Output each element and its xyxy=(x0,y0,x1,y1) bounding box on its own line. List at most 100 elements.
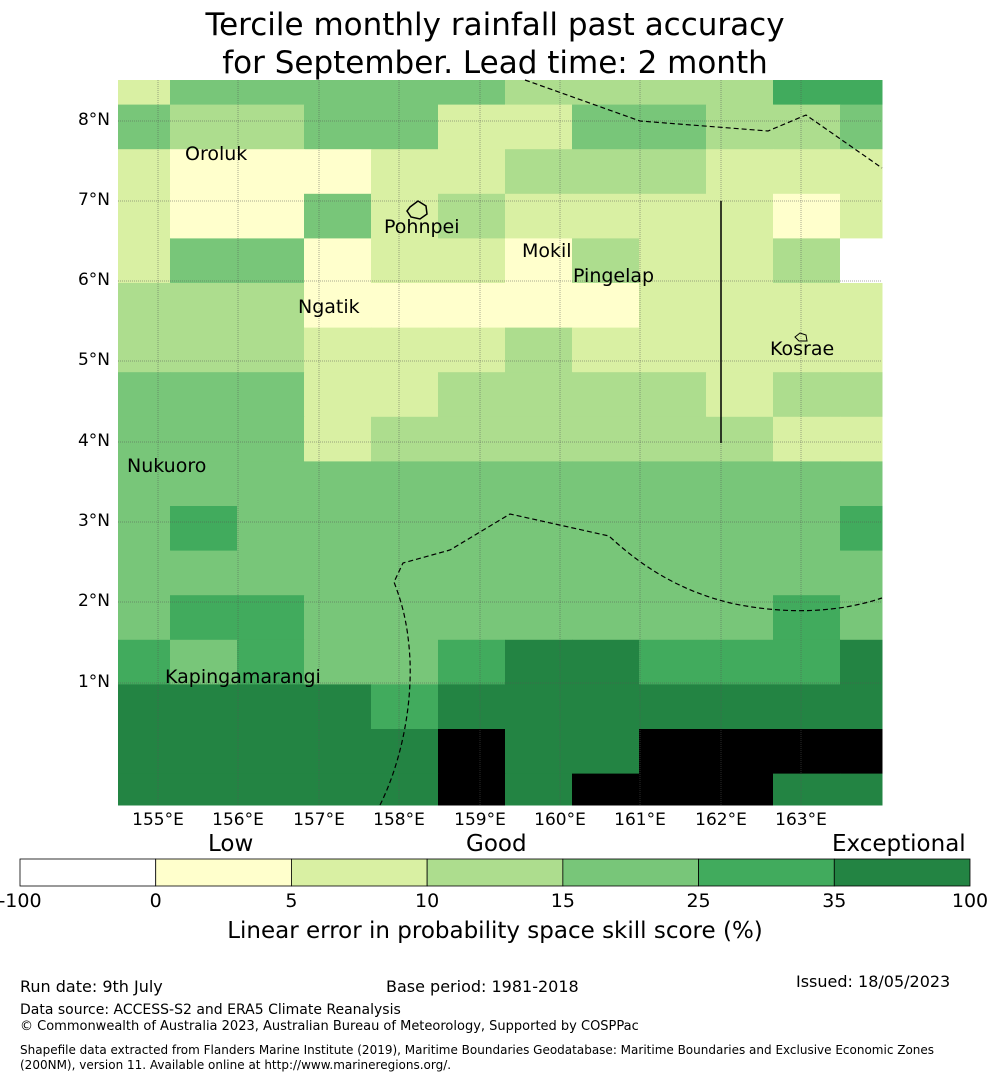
place-label-oroluk: Oroluk xyxy=(185,143,248,165)
skill-cell xyxy=(118,773,171,806)
skill-cell xyxy=(639,104,707,150)
longitude-tick-label: 156°E xyxy=(212,810,264,830)
skill-cell xyxy=(304,283,372,329)
skill-cell xyxy=(118,80,171,106)
skill-cell xyxy=(773,729,841,775)
latitude-tick-label: 7°N xyxy=(77,190,110,210)
skill-cell xyxy=(639,461,707,507)
skill-cell xyxy=(706,327,774,373)
skill-cell xyxy=(304,639,372,685)
latitude-tick-label: 5°N xyxy=(77,350,110,370)
longitude-tick-label: 161°E xyxy=(614,810,666,830)
skill-cell xyxy=(304,327,372,373)
copyright-notice: © Commonwealth of Australia 2023, Austra… xyxy=(20,1019,639,1034)
skill-cell xyxy=(371,149,439,195)
colorbar-tick-label: 5 xyxy=(285,890,298,912)
skill-cell xyxy=(505,193,573,239)
skill-cell xyxy=(639,729,707,775)
skill-cell xyxy=(438,506,506,552)
skill-cell xyxy=(170,327,238,373)
colorbar xyxy=(19,858,971,887)
colorbar-segment xyxy=(19,858,157,887)
skill-cell xyxy=(505,639,573,685)
skill-cell xyxy=(706,416,774,462)
colorbar-tick-label: 25 xyxy=(686,890,711,912)
skill-cell xyxy=(840,149,883,195)
skill-cell xyxy=(371,461,439,507)
category-low: Low xyxy=(208,831,254,857)
skill-cell xyxy=(639,550,707,596)
colorbar-tick-label: 15 xyxy=(550,890,575,912)
skill-cell xyxy=(572,684,640,730)
skill-cell xyxy=(371,416,439,462)
skill-cell xyxy=(304,372,372,418)
skill-cell xyxy=(304,104,372,150)
skill-cell xyxy=(572,80,640,106)
skill-cell xyxy=(572,595,640,641)
colorbar-tick-label: 35 xyxy=(822,890,847,912)
skill-cell xyxy=(773,327,841,373)
longitude-tick-label: 159°E xyxy=(454,810,506,830)
skill-cell xyxy=(773,193,841,239)
latitude-tick-label: 1°N xyxy=(77,672,110,692)
run-date: Run date: 9th July xyxy=(20,977,163,996)
skill-cell xyxy=(572,773,640,806)
skill-cell xyxy=(371,327,439,373)
skill-cell xyxy=(706,283,774,329)
base-period: Base period: 1981-2018 xyxy=(386,977,579,996)
skill-cell xyxy=(505,372,573,418)
skill-cell xyxy=(706,684,774,730)
skill-cell xyxy=(438,327,506,373)
skill-cell xyxy=(840,461,883,507)
skill-cell xyxy=(170,684,238,730)
skill-cell xyxy=(118,639,171,685)
skill-cell xyxy=(572,327,640,373)
skill-cell xyxy=(572,104,640,150)
skill-cell xyxy=(170,104,238,150)
skill-cell xyxy=(237,104,305,150)
skill-cell xyxy=(840,550,883,596)
skill-cell xyxy=(237,729,305,775)
skill-cell xyxy=(170,372,238,418)
place-label-kosrae: Kosrae xyxy=(770,338,835,360)
skill-cell xyxy=(840,327,883,373)
skill-cell xyxy=(840,506,883,552)
skill-cell xyxy=(304,80,372,106)
skill-cell xyxy=(572,461,640,507)
skill-cell xyxy=(118,149,171,195)
skill-cell xyxy=(438,416,506,462)
longitude-tick-label: 163°E xyxy=(775,810,827,830)
skill-cell xyxy=(773,149,841,195)
skill-cell xyxy=(505,461,573,507)
skill-cell xyxy=(572,193,640,239)
skill-cell xyxy=(304,238,372,284)
skill-cell xyxy=(639,149,707,195)
skill-cell xyxy=(773,80,841,106)
skill-grid xyxy=(118,80,883,806)
skill-cell xyxy=(438,639,506,685)
skill-cell xyxy=(371,729,439,775)
data-source: Data source: ACCESS-S2 and ERA5 Climate … xyxy=(20,1002,401,1018)
skill-cell xyxy=(706,193,774,239)
skill-cell xyxy=(706,595,774,641)
latitude-tick-label: 6°N xyxy=(77,270,110,290)
skill-cell xyxy=(438,80,506,106)
skill-cell xyxy=(639,639,707,685)
skill-cell xyxy=(304,550,372,596)
longitude-tick-label: 160°E xyxy=(534,810,586,830)
latitude-tick-label: 2°N xyxy=(77,591,110,611)
skill-cell xyxy=(237,773,305,806)
skill-cell xyxy=(371,684,439,730)
skill-cell xyxy=(438,149,506,195)
skill-cell xyxy=(371,639,439,685)
skill-cell xyxy=(505,595,573,641)
place-label-pohnpei: Pohnpei xyxy=(384,216,460,238)
skill-cell xyxy=(371,372,439,418)
skill-cell xyxy=(438,238,506,284)
skill-cell xyxy=(572,149,640,195)
place-label-kapingamarangi: Kapingamarangi xyxy=(165,666,321,688)
eez-boundary-south xyxy=(379,513,883,806)
skill-cell xyxy=(572,506,640,552)
skill-cell xyxy=(304,729,372,775)
skill-cell xyxy=(371,193,439,239)
